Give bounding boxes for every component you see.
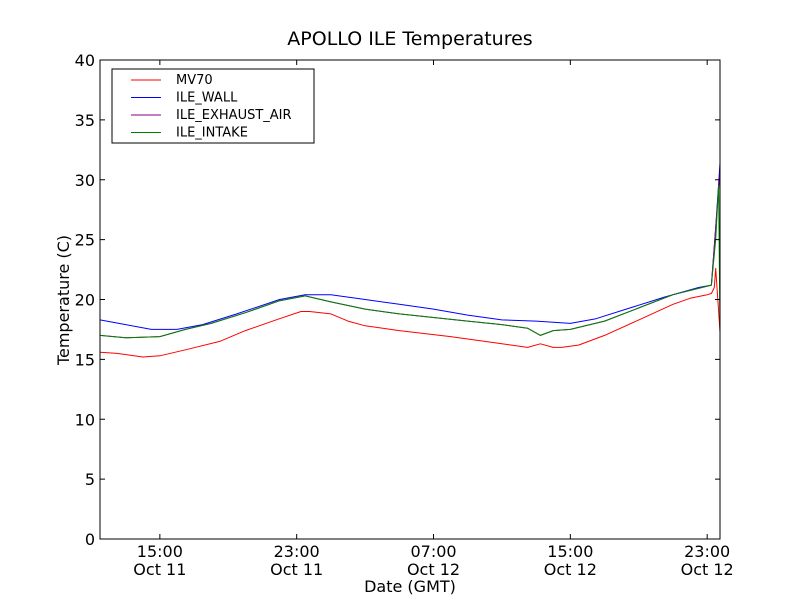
x-tick-date-label: Oct 12 — [407, 560, 460, 579]
y-axis: 0 5 10 15 20 25 30 35 40 — [75, 51, 720, 549]
x-tick-time-label: 15:00 — [547, 542, 593, 561]
y-tick-label: 0 — [85, 530, 95, 549]
legend-label-ile-intake: ILE_INTAKE — [176, 126, 248, 141]
x-axis-label: Date (GMT) — [364, 577, 456, 596]
series-line-mv70 — [99, 267, 721, 358]
y-tick-label: 30 — [75, 171, 95, 190]
legend: MV70 ILE_WALL ILE_EXHAUST_AIR ILE_INTAKE — [111, 68, 315, 144]
x-tick-time-label: 23:00 — [274, 542, 320, 561]
y-tick-label: 15 — [75, 350, 95, 369]
y-tick-label: 35 — [75, 111, 95, 130]
x-tick-time-label: 15:00 — [137, 542, 183, 561]
series-line-ile-intake — [99, 185, 721, 339]
y-tick-label: 20 — [75, 291, 95, 310]
x-tick-date-label: Oct 11 — [270, 560, 323, 579]
legend-label-mv70: MV70 — [176, 73, 213, 88]
x-tick-time-label: 07:00 — [410, 542, 456, 561]
y-tick-label: 5 — [85, 470, 95, 489]
y-tick-label: 10 — [75, 410, 95, 429]
legend-box — [111, 68, 315, 144]
series-layer — [99, 162, 721, 358]
y-tick-label: 25 — [75, 231, 95, 250]
y-axis-label: Temperature (C) — [54, 235, 73, 366]
chart-title: APOLLO ILE Temperatures — [287, 28, 532, 50]
x-tick-date-label: Oct 12 — [544, 560, 597, 579]
legend-label-ile-exhaust-air: ILE_EXHAUST_AIR — [176, 108, 292, 123]
x-tick-date-label: Oct 11 — [133, 560, 186, 579]
x-tick-time-label: 23:00 — [684, 542, 730, 561]
x-tick-date-label: Oct 12 — [681, 560, 734, 579]
legend-label-ile-wall: ILE_WALL — [176, 91, 238, 106]
y-tick-label: 40 — [75, 51, 95, 70]
